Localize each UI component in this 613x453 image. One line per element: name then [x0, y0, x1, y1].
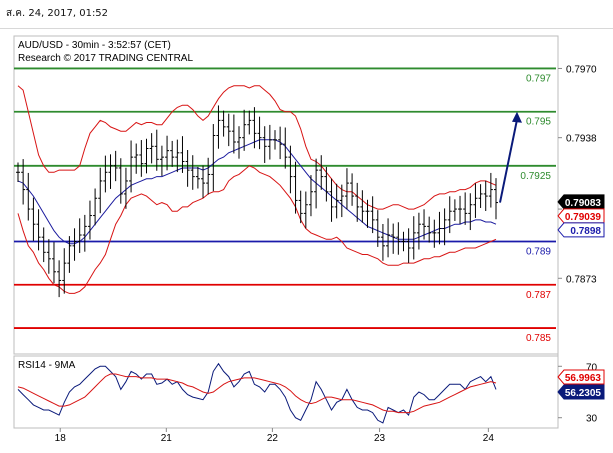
level-label: 0.787 — [526, 290, 551, 301]
rsi-y-tick-label: 30 — [586, 414, 598, 425]
rsi-series-line-0 — [17, 362, 497, 424]
level-label: 0.789 — [526, 247, 551, 258]
price-tag-label: 0.79039 — [565, 212, 602, 223]
price-panel-frame — [13, 35, 559, 355]
price-chart-subtitle: Research © 2017 TRADING CENTRAL — [18, 53, 193, 64]
rsi-tag: 56.2305 — [557, 384, 605, 400]
rsi-chart-title: RSI14 - 9MA — [18, 360, 76, 371]
level-label: 0.795 — [526, 117, 551, 128]
price-chart-title: AUD/USD - 30min - 3:52:57 (CET) — [18, 40, 171, 51]
x-tick-label: 23 — [374, 433, 386, 444]
x-tick-label: 22 — [267, 433, 279, 444]
price-tag: 0.7898 — [557, 222, 605, 238]
y-tick-label: 0.7873 — [566, 274, 597, 285]
timestamp: ส.ค. 24, 2017, 01:52 — [6, 8, 109, 19]
price-tag: 0.79083 — [557, 194, 605, 210]
price-tag-bg — [557, 194, 605, 210]
rsi-tag: 56.9963 — [557, 369, 605, 385]
rsi-tag-bg — [557, 384, 605, 400]
level-label: 0.797 — [526, 73, 551, 84]
price-tag-bg — [557, 208, 605, 224]
x-tick-label: 24 — [483, 433, 495, 444]
series-line-2 — [17, 165, 497, 294]
forecast-arrow — [499, 119, 518, 203]
rsi-series-line-1 — [17, 373, 497, 414]
rsi-panel-frame — [13, 355, 559, 429]
price-tag-bg — [557, 222, 605, 238]
rsi-tag-label: 56.2305 — [565, 388, 602, 399]
rsi-panel: RSI14 - 9MA — [13, 355, 559, 429]
top-bar: ส.ค. 24, 2017, 01:52 — [0, 0, 613, 29]
rsi-tag-bg — [557, 369, 605, 385]
x-tick-label: 18 — [55, 433, 67, 444]
price-panel: 0.797 0.795 0.7925 0.789 0.787 0.785 AUD/USD … — [13, 35, 559, 355]
rsi-tag-label: 56.9963 — [565, 373, 602, 384]
y-tick-label: 0.7970 — [566, 64, 597, 75]
series-line-3 — [17, 139, 497, 245]
forecast-arrow-head — [512, 111, 522, 123]
level-label: 0.785 — [526, 333, 551, 344]
rsi-y-tick-label: 70 — [586, 362, 598, 373]
series-line-1 — [17, 85, 497, 210]
x-tick-label: 21 — [161, 433, 173, 444]
price-tag-label: 0.7898 — [570, 226, 601, 237]
level-label: 0.7925 — [520, 171, 551, 182]
price-tag-label: 0.79083 — [565, 198, 602, 209]
price-tag: 0.79039 — [557, 208, 605, 224]
y-tick-label: 0.7938 — [566, 134, 597, 145]
